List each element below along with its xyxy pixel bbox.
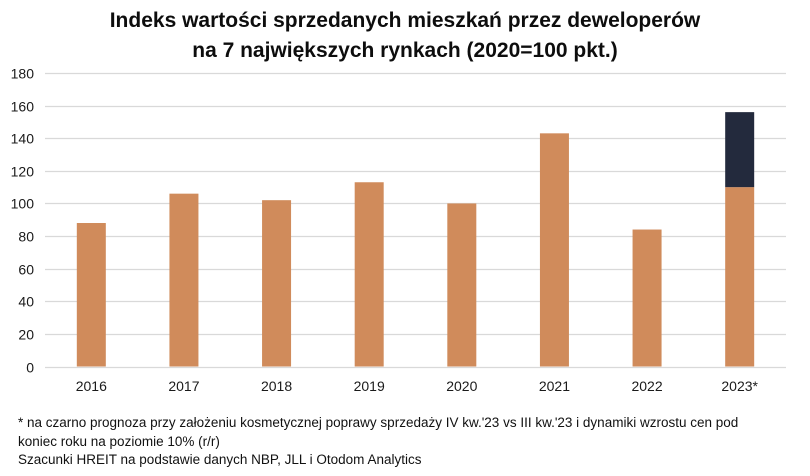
x-tick-label: 2021	[539, 378, 570, 394]
bar-index	[76, 223, 106, 367]
bars	[76, 112, 755, 367]
y-tick-label: 40	[18, 294, 34, 310]
gridlines	[45, 72, 786, 369]
x-axis: 2016 2017 2018 2019 2020 2021 2022 2023*	[76, 378, 759, 394]
y-tick-label: 180	[11, 66, 35, 82]
y-tick-label: 100	[11, 196, 35, 212]
y-tick-label: 60	[18, 262, 34, 278]
y-tick-label: 20	[18, 327, 34, 343]
bar-index	[447, 203, 477, 367]
x-tick-label: 2017	[168, 378, 199, 394]
x-tick-label: 2023*	[721, 378, 758, 394]
source-note: Szacunki HREIT na podstawie danych NBP, …	[18, 452, 422, 467]
chart-title-line-1: Indeks wartości sprzedanych mieszkań prz…	[109, 9, 701, 32]
footnote-line-1: * na czarno prognoza przy założeniu kosm…	[18, 415, 739, 430]
x-tick-label: 2016	[76, 378, 107, 394]
x-tick-label: 2022	[631, 378, 662, 394]
y-axis: 0 20 40 60 80 100 120 140 160 180	[11, 66, 35, 376]
footnote-line-2: koniec roku na poziomie 10% (r/r)	[18, 433, 220, 449]
y-tick-label: 0	[26, 360, 34, 376]
y-tick-label: 140	[11, 131, 35, 147]
bar-index	[354, 182, 384, 367]
x-tick-label: 2019	[354, 378, 385, 394]
x-tick-label: 2020	[446, 378, 477, 394]
y-tick-label: 120	[11, 164, 35, 180]
x-tick-label: 2018	[261, 378, 292, 394]
bar-index	[262, 200, 292, 367]
y-tick-label: 80	[18, 229, 34, 245]
y-tick-label: 160	[11, 99, 35, 115]
bar-index	[539, 133, 569, 367]
bar-forecast	[725, 112, 755, 188]
bar-index	[169, 193, 199, 367]
chart-title-line-2: na 7 największych rynkach (2020=100 pkt.…	[192, 39, 618, 62]
chart-title: Indeks wartości sprzedanych mieszkań prz…	[0, 6, 810, 66]
chart-notes: * na czarno prognoza przy założeniu kosm…	[18, 414, 798, 470]
bar-index	[632, 229, 662, 367]
bar-index	[725, 187, 755, 367]
